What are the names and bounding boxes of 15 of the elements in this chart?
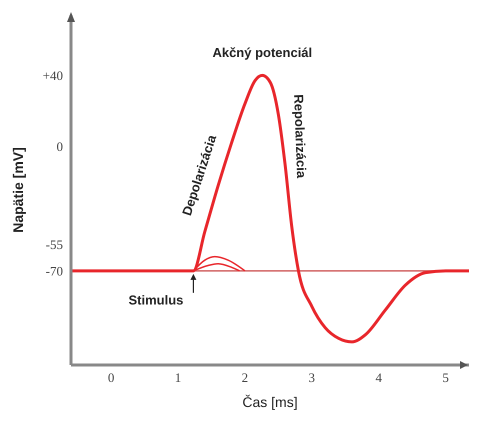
y-axis-title: Napätie [mV]	[10, 147, 26, 233]
annotation: Stimulus	[128, 292, 184, 308]
y-tick-label: +40	[42, 68, 63, 84]
x-tick-label: 2	[242, 370, 248, 386]
x-tick-label: 5	[442, 370, 449, 386]
x-tick-label: 4	[375, 370, 382, 386]
annotation: Akčný potenciál	[212, 44, 312, 60]
y-tick-label: -70	[46, 263, 63, 278]
x-axis-title: Čas [ms]	[242, 394, 298, 410]
annotation: Repolarizácia	[291, 94, 310, 180]
x-tick-label: 0	[108, 370, 114, 386]
x-tick-label: 1	[174, 370, 182, 386]
y-tick-label: -55	[46, 236, 63, 252]
x-tick-label: 3	[308, 370, 316, 386]
y-tick-label: 0	[56, 139, 63, 154]
